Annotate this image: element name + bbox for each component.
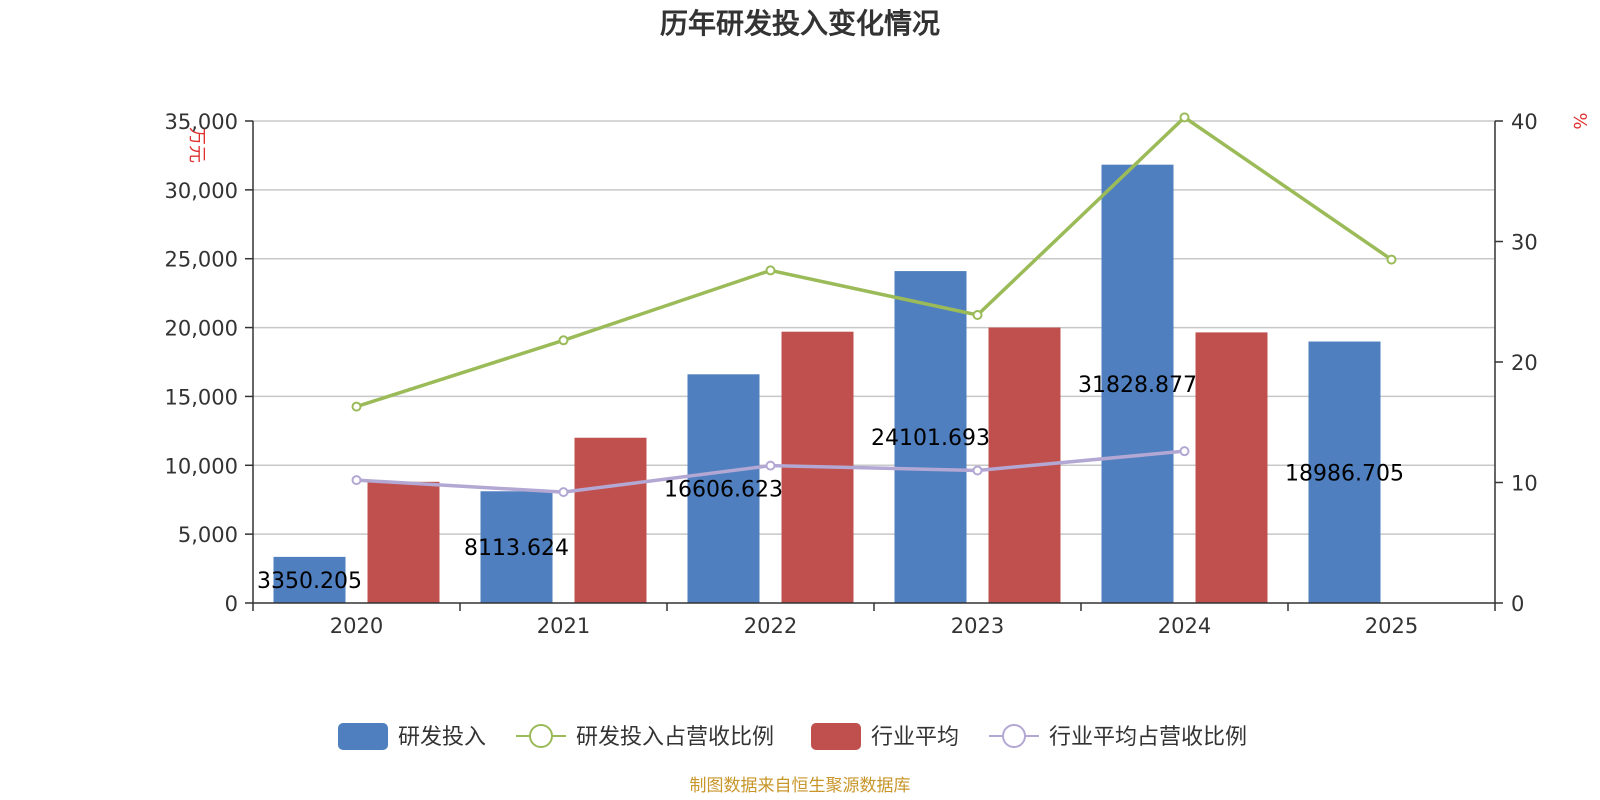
data-labels: 3350.205 8113.624 16606.623 24101.693 31828.… (257, 373, 1404, 594)
x-tick-label: 2023 (951, 614, 1004, 638)
y-right-unit-label: % (1569, 112, 1590, 129)
legend-label: 研发投入占营收比例 (576, 725, 774, 750)
data-label: 8113.624 (464, 536, 569, 561)
y-left-tick-label: 30,000 (165, 179, 238, 203)
bar (894, 271, 967, 603)
line-point (1386, 254, 1397, 265)
axes: 0 5,000 10,000 15,000 20,000 25,000 30,000 35,0… (165, 110, 1538, 638)
bar (367, 481, 440, 603)
grid (253, 120, 1495, 535)
bar (273, 556, 346, 603)
chart-title: 历年研发投入变化情况 (660, 7, 940, 40)
legend-label: 行业平均占营收比例 (1049, 725, 1247, 750)
x-tick-label: 2021 (537, 614, 590, 638)
y-right-tick-label: 10 (1511, 472, 1538, 496)
legend-swatch (811, 723, 861, 750)
line-point (765, 460, 776, 471)
data-label: 24101.693 (871, 426, 990, 451)
line-point (972, 310, 983, 321)
y-right-tick-label: 30 (1511, 231, 1538, 255)
x-tick-label: 2020 (330, 614, 383, 638)
legend-item[interactable]: 行业平均占营收比例 (989, 724, 1247, 750)
y-left-tick-label: 35,000 (165, 110, 238, 134)
y-left-tick-label: 5,000 (178, 523, 238, 547)
y-left-tick-label: 15,000 (165, 385, 238, 409)
y-left-tick-label: 10,000 (165, 454, 238, 478)
source-note: 制图数据来自恒生聚源数据库 (690, 776, 911, 796)
legend-swatch (338, 723, 388, 750)
legend-label: 行业平均 (871, 725, 959, 750)
line-point (351, 475, 362, 486)
line-point (1179, 112, 1190, 123)
lines (351, 112, 1397, 498)
line-point (351, 401, 362, 412)
x-tick-label: 2022 (744, 614, 797, 638)
data-label: 18986.705 (1285, 461, 1404, 486)
legend-item[interactable]: 研发投入 (338, 723, 486, 750)
y-left-unit-label: 万元 (186, 127, 207, 163)
data-label: 16606.623 (664, 478, 783, 503)
y-left-tick-label: 25,000 (165, 248, 238, 272)
x-tick-label: 2025 (1365, 614, 1418, 638)
y-right-tick-label: 40 (1511, 110, 1538, 134)
y-right-tick-label: 0 (1511, 592, 1524, 616)
bar (1195, 332, 1268, 603)
bar (574, 437, 647, 603)
y-left-tick-label: 0 (225, 592, 238, 616)
line-point (1179, 446, 1190, 457)
line-point (972, 465, 983, 476)
line-point (558, 335, 569, 346)
line-point (765, 265, 776, 276)
data-label: 31828.877 (1078, 373, 1197, 398)
legend-label: 研发投入 (398, 725, 486, 750)
legend[interactable]: 研发投入 研发投入占营收比例 行业平均 行业平均占营收比例 (338, 723, 1247, 750)
x-tick-label: 2024 (1158, 614, 1211, 638)
legend-item[interactable]: 研发投入占营收比例 (516, 724, 774, 750)
bar (480, 491, 553, 603)
legend-marker (1002, 724, 1026, 748)
y-left-tick-label: 20,000 (165, 317, 238, 341)
bar (1101, 164, 1174, 603)
bar (1308, 341, 1381, 603)
legend-item[interactable]: 行业平均 (811, 723, 959, 750)
y-right-tick-label: 20 (1511, 351, 1538, 375)
bar (687, 374, 760, 603)
series-line (355, 115, 1393, 409)
legend-marker (529, 724, 553, 748)
bars (273, 164, 1381, 603)
line-point (558, 487, 569, 498)
data-label: 3350.205 (257, 569, 362, 594)
